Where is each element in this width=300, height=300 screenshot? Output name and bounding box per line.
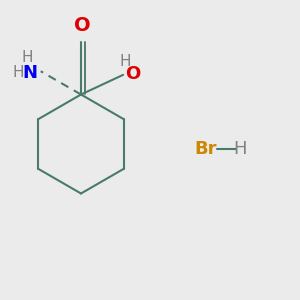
Text: H: H — [233, 140, 247, 158]
Text: O: O — [125, 65, 141, 83]
Text: H: H — [120, 54, 131, 69]
Text: N: N — [22, 64, 37, 82]
Text: H: H — [22, 50, 33, 65]
Text: O: O — [74, 16, 91, 35]
Text: Br: Br — [194, 140, 217, 158]
Text: H: H — [13, 65, 24, 80]
